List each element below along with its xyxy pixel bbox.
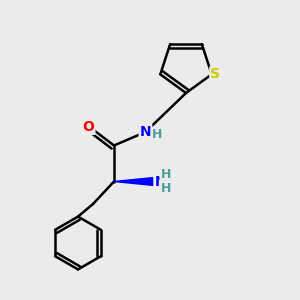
Text: O: O <box>82 120 94 134</box>
Text: H: H <box>160 168 171 182</box>
Text: N: N <box>154 175 166 188</box>
Text: N: N <box>140 125 151 139</box>
Polygon shape <box>114 178 153 185</box>
Text: S: S <box>210 67 220 81</box>
Text: H: H <box>160 182 171 195</box>
Text: H: H <box>152 128 162 141</box>
